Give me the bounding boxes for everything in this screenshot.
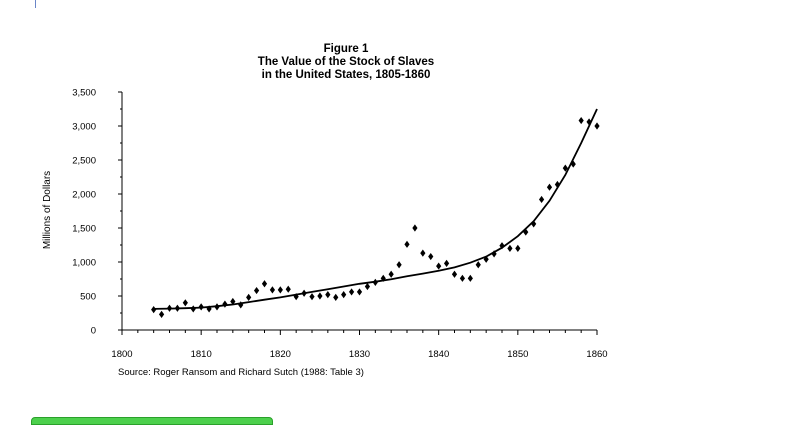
data-point-diamond — [570, 160, 576, 168]
data-point-diamond — [206, 305, 212, 313]
chart-title-line-2: The Value of the Stock of Slaves — [258, 56, 434, 68]
chart-title-line-1: Figure 1 — [324, 43, 369, 55]
data-point-diamond — [396, 261, 402, 269]
data-point-diamond — [483, 255, 489, 263]
chart-source: Source: Roger Ransom and Richard Sutch (… — [118, 367, 364, 378]
data-point-diamond — [499, 242, 505, 250]
y-axis-title: Millions of Dollars — [42, 171, 53, 249]
data-point-diamond — [364, 282, 371, 291]
data-point-diamond — [277, 286, 283, 294]
data-point-diamond — [554, 180, 561, 189]
data-point-diamond — [253, 286, 260, 295]
data-point-diamond — [158, 310, 165, 318]
data-point-diamond — [301, 289, 307, 297]
data-point-diamond — [538, 195, 545, 204]
x-tick-label: 1840 — [428, 349, 449, 360]
data-point-diamond — [412, 224, 418, 232]
y-tick-label: 2,000 — [72, 190, 96, 201]
data-point-diamond — [151, 306, 157, 314]
data-point-diamond — [443, 259, 450, 267]
data-point-diamond — [333, 293, 339, 301]
data-point-diamond — [166, 304, 173, 312]
data-point-diamond — [562, 164, 568, 172]
x-tick-label: 1800 — [111, 349, 132, 360]
data-point-diamond — [546, 183, 553, 191]
top-edge-rule — [35, 0, 36, 8]
x-tick-label: 1850 — [507, 349, 528, 360]
data-point-diamond — [174, 304, 181, 312]
x-tick-label: 1830 — [349, 349, 370, 360]
y-axis-ticks: 0 500 1,000 1,500 2,000 2,500 3,000 3,500 — [72, 88, 122, 337]
x-tick-label: 1820 — [270, 349, 291, 360]
data-point-diamond — [222, 300, 228, 308]
data-point-diamond — [428, 252, 434, 261]
data-point-diamond — [261, 280, 268, 288]
data-point-diamond — [451, 270, 458, 278]
y-tick-label: 1,000 — [72, 258, 96, 269]
data-point-diamond — [388, 270, 394, 278]
data-point-diamond — [586, 118, 592, 126]
data-point-diamond — [420, 249, 426, 257]
data-point-diamond — [230, 297, 236, 306]
data-point-diamond — [404, 240, 410, 248]
data-point-diamond — [317, 292, 323, 300]
data-point-diamond — [459, 274, 466, 282]
data-point-diamond — [285, 285, 291, 293]
data-point-diamond — [515, 244, 521, 252]
data-points — [151, 116, 600, 318]
data-point-diamond — [293, 293, 299, 301]
y-tick-label: 0 — [91, 326, 96, 337]
data-point-diamond — [491, 250, 497, 258]
y-tick-label: 3,000 — [72, 122, 96, 133]
data-point-diamond — [531, 220, 537, 228]
data-point-diamond — [380, 274, 386, 282]
data-point-diamond — [523, 228, 529, 236]
data-point-diamond — [467, 274, 473, 282]
data-point-diamond — [190, 305, 196, 313]
data-point-diamond — [238, 301, 244, 309]
data-point-diamond — [325, 291, 331, 299]
data-point-diamond — [348, 288, 355, 296]
x-tick-label: 1810 — [191, 349, 212, 360]
data-point-diamond — [309, 293, 315, 301]
x-tick-label: 1860 — [586, 349, 607, 360]
y-tick-label: 500 — [80, 292, 96, 303]
data-point-diamond — [436, 262, 442, 270]
y-tick-label: 3,500 — [72, 88, 96, 99]
y-tick-label: 2,500 — [72, 156, 96, 167]
data-point-diamond — [356, 288, 363, 296]
data-point-diamond — [246, 293, 252, 301]
data-point-diamond — [372, 278, 378, 286]
data-point-diamond — [578, 116, 584, 125]
data-point-diamond — [198, 303, 204, 311]
chart-title-line-3: in the United States, 1805-1860 — [262, 69, 431, 81]
data-point-diamond — [214, 303, 220, 311]
data-point-diamond — [341, 291, 347, 299]
data-point-diamond — [182, 299, 188, 307]
green-action-bar[interactable] — [31, 417, 273, 425]
y-tick-label: 1,500 — [72, 224, 96, 235]
x-axis-ticks: 1800 1810 1820 1830 1840 1850 1860 — [111, 330, 608, 360]
data-point-diamond — [594, 122, 600, 130]
data-point-diamond — [269, 286, 276, 294]
data-point-diamond — [507, 244, 513, 252]
data-point-diamond — [475, 261, 481, 269]
